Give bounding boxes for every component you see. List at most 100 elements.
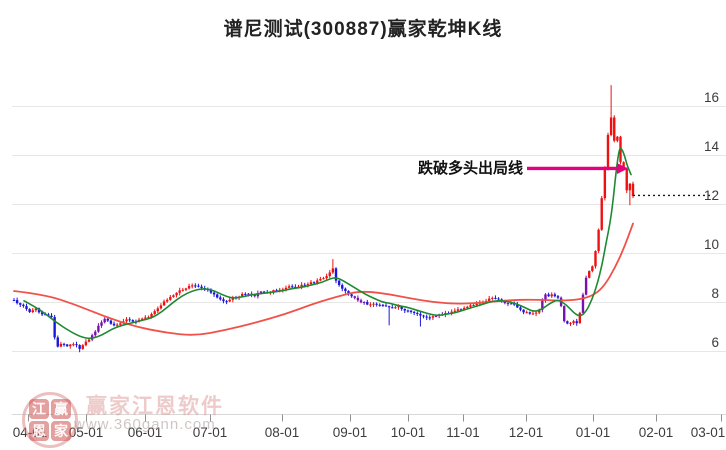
candle	[109, 319, 113, 325]
candle	[84, 339, 88, 347]
x-axis-label: 02-01	[639, 425, 674, 440]
candle	[15, 297, 19, 305]
candle	[184, 287, 188, 292]
candle	[403, 308, 406, 314]
candle	[359, 298, 363, 304]
candle	[581, 292, 585, 314]
candle	[572, 319, 575, 325]
candle	[584, 275, 588, 296]
candle	[194, 283, 197, 289]
candle	[287, 284, 291, 289]
x-axis-label: 06-01	[128, 425, 163, 440]
candle	[169, 295, 172, 301]
ma-slow-line	[13, 222, 634, 336]
candle	[175, 292, 178, 298]
candle	[325, 273, 328, 280]
y-axis-label: 6	[711, 335, 719, 350]
candle	[212, 291, 216, 297]
candle	[525, 310, 528, 314]
x-axis-label: 01-01	[576, 425, 611, 440]
candle	[228, 297, 231, 303]
candle	[422, 314, 425, 319]
y-axis-label: 10	[704, 237, 719, 252]
candle	[381, 303, 385, 307]
candle	[409, 310, 413, 314]
candle	[556, 294, 560, 300]
candle	[81, 344, 84, 350]
candle	[494, 295, 497, 300]
candle	[331, 259, 335, 274]
candle	[69, 344, 72, 349]
candle	[162, 299, 166, 306]
candle	[25, 303, 28, 311]
candle	[353, 295, 356, 300]
y-axis-label: 14	[704, 139, 720, 154]
y-axis-label: 8	[711, 286, 719, 301]
x-axis-label: 08-01	[265, 425, 300, 440]
candle	[600, 195, 603, 231]
candle	[597, 228, 600, 254]
candle	[341, 283, 344, 292]
candle	[412, 310, 416, 316]
candle	[519, 305, 522, 312]
candle	[534, 310, 538, 317]
candle	[334, 267, 338, 284]
candle	[356, 295, 360, 302]
candle	[628, 183, 632, 206]
candle	[487, 295, 491, 302]
candle	[550, 292, 553, 298]
candle	[59, 341, 63, 348]
candle	[506, 302, 510, 307]
y-axis-label: 16	[704, 90, 719, 105]
candle	[22, 303, 25, 308]
candle	[563, 305, 566, 323]
candle	[391, 304, 394, 309]
candle	[553, 292, 557, 298]
candle	[112, 321, 116, 327]
candle	[372, 302, 375, 308]
x-axis-label: 09-01	[333, 425, 368, 440]
candle	[75, 341, 78, 348]
y-axis-label: 12	[704, 188, 719, 203]
candle	[491, 296, 494, 301]
annotation-arrow	[527, 162, 628, 174]
candle	[387, 305, 391, 326]
candle	[344, 287, 347, 294]
candle	[19, 302, 22, 308]
candle	[531, 311, 535, 315]
candle	[416, 311, 419, 316]
candle	[165, 298, 169, 303]
annotation-exit-line-label: 跌破多头出局线	[417, 160, 523, 177]
candle	[450, 309, 453, 316]
candle	[606, 132, 610, 171]
candle	[72, 342, 75, 347]
candle	[128, 317, 131, 322]
x-axis-label: 12-01	[509, 425, 544, 440]
candle	[575, 318, 578, 326]
candle	[322, 276, 325, 280]
candle	[28, 308, 31, 314]
candle	[197, 283, 200, 288]
candle	[588, 270, 591, 279]
candle	[428, 315, 431, 321]
candle	[87, 338, 91, 343]
y-axis: 16 14 12 10 8 6	[704, 90, 720, 350]
x-axis-label: 11-01	[446, 425, 480, 440]
candle	[159, 303, 163, 310]
candle	[369, 302, 372, 308]
ma-fast-line	[23, 147, 632, 340]
candle	[328, 269, 331, 279]
candle	[616, 136, 619, 143]
candle	[31, 308, 34, 314]
x-axis-label: 07-01	[193, 425, 228, 440]
candle	[178, 287, 181, 296]
x-axis-label: 05-01	[69, 425, 104, 440]
candle	[384, 302, 388, 307]
candle	[62, 342, 66, 347]
candle	[50, 313, 53, 318]
candle	[103, 317, 106, 324]
x-axis: 04-01 05-01 06-01 07-01 08-01 09-01 10-01 11-01…	[12, 414, 726, 440]
candle	[156, 306, 160, 314]
candle	[419, 312, 422, 327]
